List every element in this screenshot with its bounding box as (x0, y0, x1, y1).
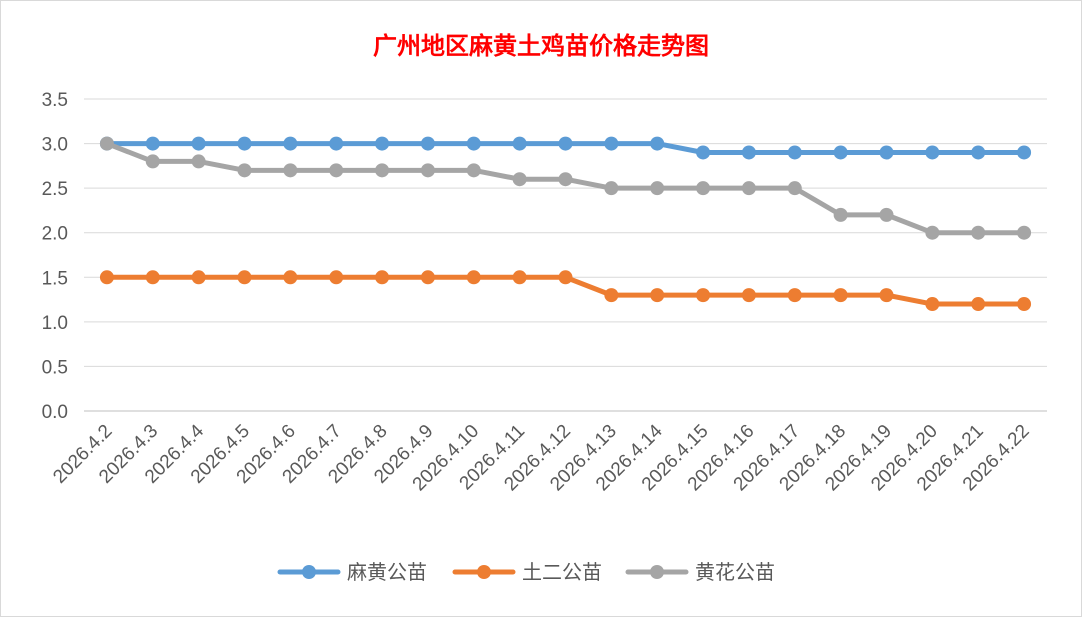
data-point (99, 136, 114, 151)
data-point (329, 136, 344, 151)
data-point (420, 163, 435, 178)
data-point (787, 181, 802, 196)
data-point (512, 172, 527, 187)
data-point (604, 288, 619, 303)
data-point (650, 136, 665, 151)
data-point (237, 163, 252, 178)
data-point (604, 181, 619, 196)
data-point (1017, 225, 1032, 240)
data-point (879, 207, 894, 222)
data-point (925, 297, 940, 312)
data-point (833, 145, 848, 160)
y-tick-label: 3.0 (42, 135, 68, 156)
y-tick-label: 2.0 (42, 224, 68, 245)
data-point (145, 136, 160, 151)
data-point (696, 288, 711, 303)
data-point (833, 288, 848, 303)
data-point (283, 163, 298, 178)
data-point (512, 136, 527, 151)
data-point (145, 154, 160, 169)
y-tick-label: 1.5 (42, 268, 68, 289)
data-point (696, 181, 711, 196)
data-point (741, 288, 756, 303)
data-point (420, 136, 435, 151)
legend-label: 麻黄公苗 (347, 560, 427, 584)
data-point (971, 297, 986, 312)
legend-marker (650, 565, 664, 579)
data-point (237, 136, 252, 151)
data-point (741, 181, 756, 196)
y-tick-label: 1.0 (42, 313, 68, 334)
data-point (1017, 297, 1032, 312)
data-point (650, 181, 665, 196)
data-point (512, 270, 527, 285)
legend-label: 黄花公苗 (695, 560, 775, 584)
data-point (1017, 145, 1032, 160)
data-point (650, 288, 665, 303)
data-point (191, 136, 206, 151)
data-point (191, 154, 206, 169)
data-point (879, 145, 894, 160)
y-tick-label: 3.5 (42, 90, 68, 111)
data-point (375, 136, 390, 151)
data-point (971, 225, 986, 240)
data-point (99, 270, 114, 285)
data-point (329, 163, 344, 178)
legend-label: 土二公苗 (522, 560, 602, 584)
data-point (420, 270, 435, 285)
data-point (558, 270, 573, 285)
data-point (375, 270, 390, 285)
data-point (741, 145, 756, 160)
data-point (237, 270, 252, 285)
data-point (696, 145, 711, 160)
data-point (787, 145, 802, 160)
data-point (191, 270, 206, 285)
legend-marker (477, 565, 491, 579)
data-point (466, 270, 481, 285)
legend-marker (302, 565, 316, 579)
data-point (283, 270, 298, 285)
data-point (787, 288, 802, 303)
data-point (925, 225, 940, 240)
data-point (604, 136, 619, 151)
data-point (925, 145, 940, 160)
data-point (558, 136, 573, 151)
data-point (283, 136, 298, 151)
chart-title: 广州地区麻黄土鸡苗价格走势图 (373, 31, 709, 60)
data-point (145, 270, 160, 285)
data-point (466, 136, 481, 151)
data-point (375, 163, 390, 178)
data-point (879, 288, 894, 303)
y-tick-label: 0.0 (42, 402, 68, 423)
data-point (971, 145, 986, 160)
data-point (329, 270, 344, 285)
data-point (558, 172, 573, 187)
data-point (833, 207, 848, 222)
y-tick-label: 2.5 (42, 179, 68, 200)
data-point (466, 163, 481, 178)
y-tick-label: 0.5 (42, 357, 68, 378)
